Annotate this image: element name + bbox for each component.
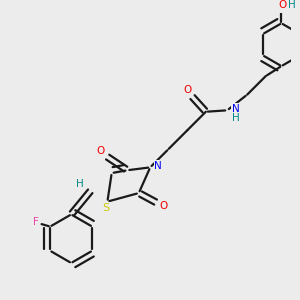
Text: F: F — [33, 217, 39, 227]
Text: O: O — [183, 85, 191, 95]
Text: O: O — [159, 201, 167, 211]
Text: N: N — [232, 104, 239, 114]
Text: H: H — [76, 179, 84, 189]
Text: N: N — [154, 161, 162, 171]
Text: H: H — [232, 113, 239, 123]
Text: S: S — [102, 203, 110, 213]
Text: H: H — [287, 0, 295, 10]
Text: O: O — [279, 0, 287, 10]
Text: O: O — [96, 146, 104, 156]
